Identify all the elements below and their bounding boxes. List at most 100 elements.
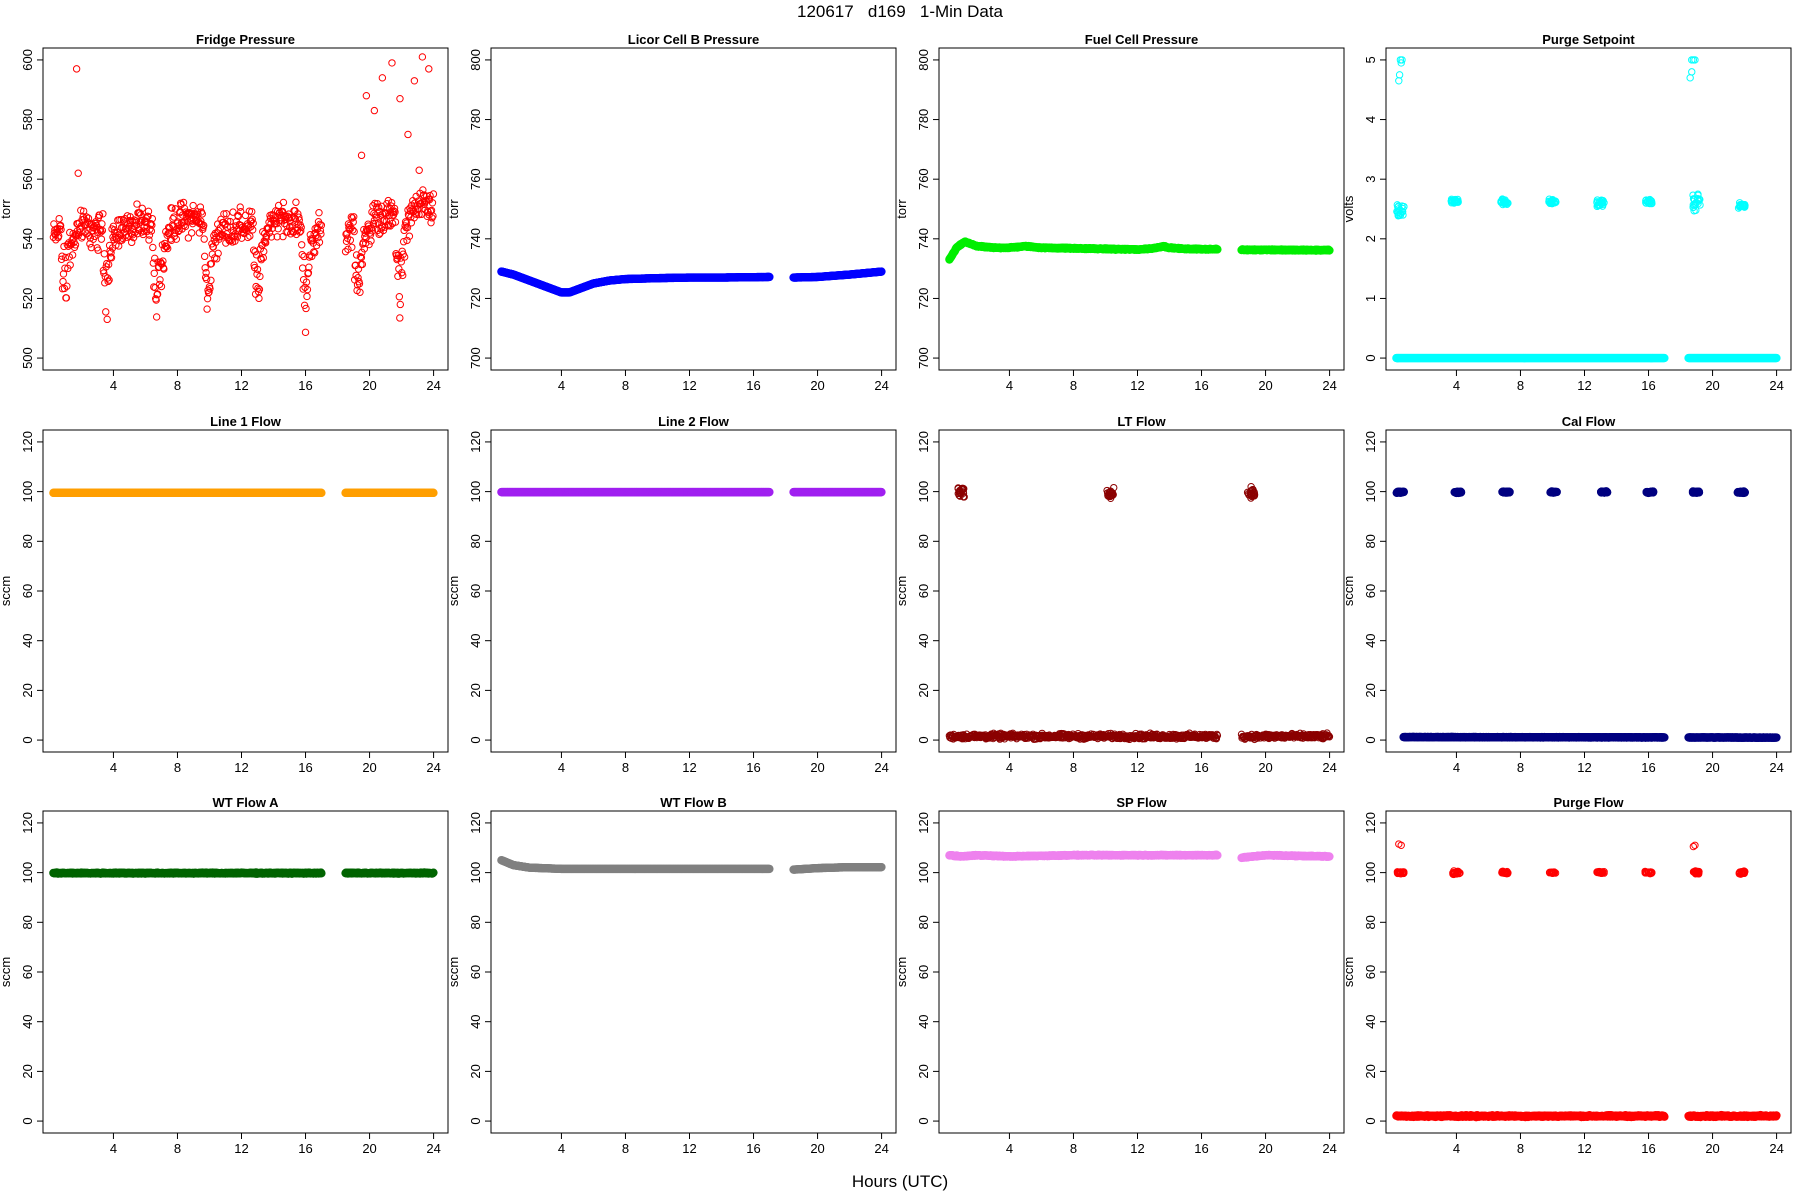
panel-title: Fridge Pressure bbox=[196, 32, 295, 47]
data-point bbox=[61, 264, 69, 272]
data-point bbox=[99, 210, 107, 218]
data-point bbox=[405, 232, 414, 240]
x-tick-label: 12 bbox=[682, 760, 696, 775]
y-axis-label: torr bbox=[0, 199, 13, 219]
data-point bbox=[212, 255, 221, 263]
data-point bbox=[1497, 197, 1505, 205]
data-point bbox=[255, 294, 263, 303]
data-point bbox=[256, 272, 264, 281]
data-point bbox=[133, 229, 142, 238]
data-point bbox=[236, 207, 245, 216]
y-tick-label: 100 bbox=[20, 481, 35, 503]
data-point bbox=[391, 208, 399, 216]
x-tick-label: 20 bbox=[1258, 760, 1272, 775]
data-point bbox=[297, 227, 305, 235]
data-point bbox=[418, 198, 427, 206]
y-axis-label: torr bbox=[894, 199, 909, 219]
data-point bbox=[1396, 209, 1405, 218]
data-point bbox=[395, 292, 404, 301]
x-tick-label: 4 bbox=[1453, 378, 1460, 393]
data-point bbox=[427, 218, 435, 227]
y-axis-label: sccm bbox=[894, 576, 909, 606]
data-point bbox=[350, 213, 358, 221]
data-point bbox=[1395, 211, 1403, 220]
data-point bbox=[136, 209, 144, 217]
data-point bbox=[299, 285, 307, 293]
panel-title: Licor Cell B Pressure bbox=[628, 32, 760, 47]
y-tick-label: 720 bbox=[468, 288, 483, 310]
data-point bbox=[1686, 74, 1694, 82]
y-axis-label: sccm bbox=[0, 576, 13, 606]
data-point bbox=[391, 218, 400, 226]
data-point bbox=[378, 74, 387, 82]
data-point bbox=[429, 190, 438, 198]
data-point bbox=[206, 284, 214, 293]
data-point bbox=[348, 214, 356, 222]
x-tick-label: 4 bbox=[110, 760, 117, 775]
data-point bbox=[172, 235, 181, 243]
x-tick-label: 20 bbox=[1705, 378, 1719, 393]
data-point bbox=[374, 219, 382, 227]
x-tick-label: 8 bbox=[622, 760, 629, 775]
data-point bbox=[254, 284, 262, 292]
data-point bbox=[765, 487, 774, 497]
data-point bbox=[274, 201, 283, 210]
x-tick-label: 16 bbox=[1194, 378, 1208, 393]
y-tick-label: 120 bbox=[916, 431, 931, 453]
x-tick-label: 8 bbox=[174, 760, 181, 775]
data-point bbox=[415, 210, 423, 219]
data-point bbox=[58, 252, 66, 260]
data-point bbox=[317, 221, 326, 229]
data-point bbox=[399, 238, 408, 246]
data-point bbox=[1694, 191, 1702, 199]
x-tick-label: 8 bbox=[174, 378, 181, 393]
data-point bbox=[272, 217, 280, 225]
data-point bbox=[418, 53, 427, 61]
data-point bbox=[79, 207, 88, 215]
series-points bbox=[945, 237, 1334, 264]
x-tick-label: 20 bbox=[810, 760, 824, 775]
data-point bbox=[153, 290, 162, 298]
data-point bbox=[255, 285, 264, 294]
data-point bbox=[260, 247, 268, 256]
data-point bbox=[1694, 199, 1702, 208]
data-point bbox=[200, 221, 208, 230]
data-point bbox=[56, 221, 65, 230]
data-point bbox=[1689, 191, 1697, 199]
data-point bbox=[426, 191, 434, 200]
y-tick-label: 0 bbox=[916, 736, 931, 743]
data-point bbox=[365, 240, 373, 249]
data-point bbox=[146, 225, 154, 233]
data-point bbox=[877, 267, 886, 276]
data-point bbox=[398, 271, 407, 280]
y-tick-label: 500 bbox=[20, 347, 35, 369]
y-tick-label: 760 bbox=[916, 168, 931, 190]
data-point bbox=[100, 269, 108, 277]
y-axis-label: torr bbox=[446, 199, 461, 219]
data-point bbox=[412, 210, 421, 218]
data-point bbox=[317, 230, 325, 238]
data-point bbox=[82, 213, 91, 221]
data-point bbox=[55, 214, 63, 223]
data-point bbox=[164, 244, 172, 253]
data-point bbox=[267, 233, 276, 241]
y-tick-label: 700 bbox=[916, 347, 931, 369]
data-point bbox=[348, 243, 356, 252]
data-point bbox=[205, 288, 213, 296]
y-tick-label: 4 bbox=[1363, 116, 1378, 123]
data-point bbox=[292, 198, 300, 206]
y-tick-label: 3 bbox=[1363, 176, 1378, 183]
x-tick-label: 4 bbox=[110, 378, 117, 393]
y-tick-label: 120 bbox=[468, 431, 483, 453]
data-point bbox=[354, 265, 363, 273]
data-point bbox=[97, 235, 106, 243]
panel-title: LT Flow bbox=[1117, 414, 1166, 429]
data-point bbox=[304, 269, 313, 277]
data-point bbox=[1644, 197, 1652, 205]
data-point bbox=[301, 283, 309, 292]
x-tick-label: 12 bbox=[234, 760, 248, 775]
data-point bbox=[61, 253, 70, 262]
data-point bbox=[371, 199, 379, 208]
panel-2: Licor Cell B Pressuretorr700720740760780… bbox=[446, 32, 897, 393]
